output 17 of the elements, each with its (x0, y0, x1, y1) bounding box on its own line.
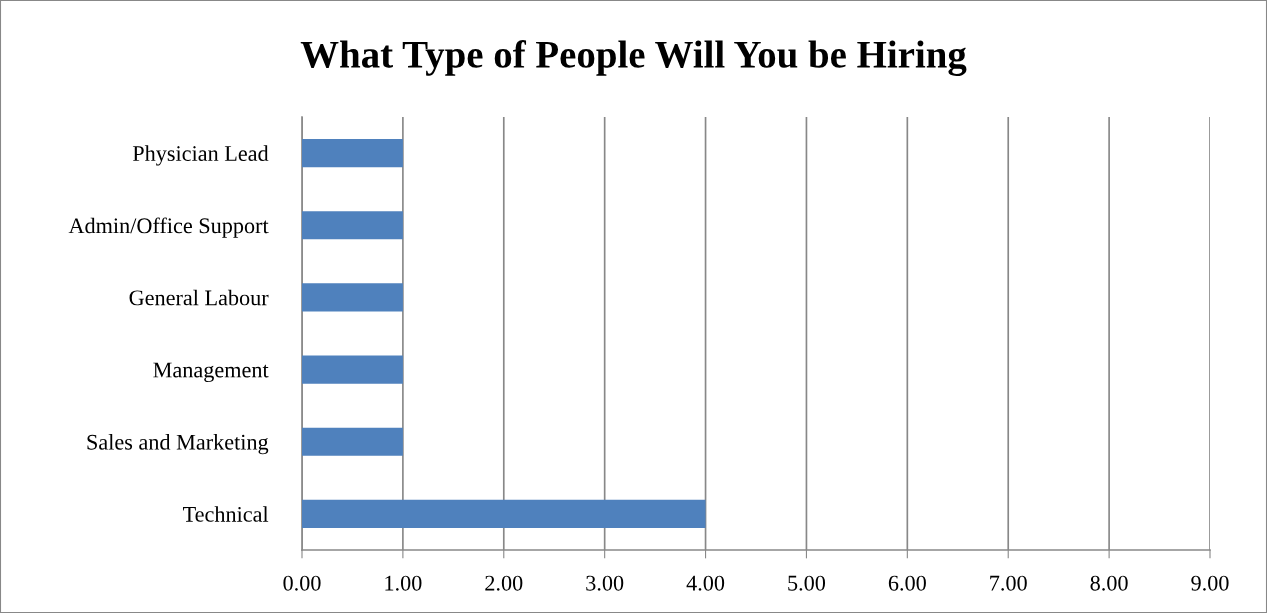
chart-title: What Type of People Will You be Hiring (300, 40, 967, 76)
x-tick-label: 2.00 (485, 575, 523, 591)
x-tick-label: 0.00 (283, 575, 321, 591)
y-tick-label: General Labour (129, 289, 269, 306)
x-tick-label: 4.00 (686, 575, 725, 591)
y-tick-label: Physician Lead (132, 145, 269, 166)
y-tick-label: Admin/Office Support (68, 217, 269, 238)
y-tick-label: Management (153, 362, 269, 383)
x-tick-label: 1.00 (385, 575, 422, 591)
x-tick-label: 6.00 (888, 575, 926, 591)
x-tick-label: 9.00 (1191, 575, 1229, 591)
x-tick-label: 7.00 (990, 575, 1027, 591)
x-tick-label: 5.00 (788, 575, 826, 591)
x-tick-label: 8.00 (1090, 575, 1128, 591)
x-tick-label: 3.00 (586, 575, 624, 591)
y-tick-label: Technical (183, 506, 269, 522)
y-tick-label: Sales and Marketing (87, 434, 269, 455)
